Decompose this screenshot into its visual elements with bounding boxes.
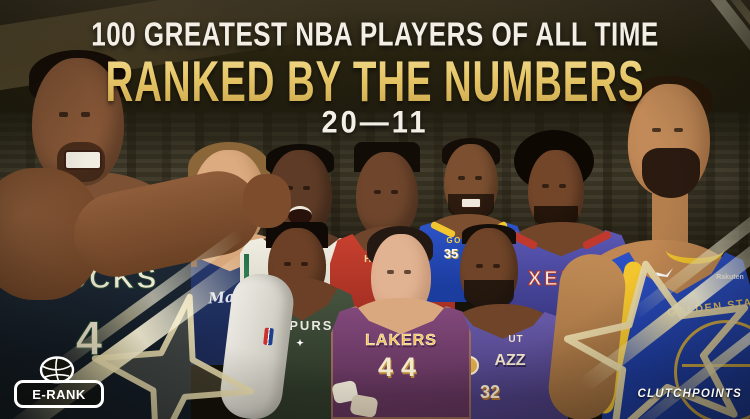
malone-jersey-city-text: UT — [508, 334, 524, 345]
clutchpoints-wordmark: CLUTCHPOINTS — [637, 388, 742, 400]
giannis-fist — [243, 174, 291, 228]
west-eyes — [387, 270, 394, 274]
west-wrist-tape-right — [349, 393, 379, 419]
malone-jersey-number: 32 — [479, 382, 501, 402]
west-jersey-number: 44 — [377, 352, 425, 382]
e-rank-badge: E-RANK — [14, 356, 106, 408]
player-jerry-west: LAKERS 44 — [325, 226, 475, 419]
west-jersey-text: LAKERS — [365, 332, 437, 350]
title-range: 20—11 — [321, 105, 429, 141]
title-block: 100 GREATEST NBA PLAYERS OF ALL TIME RAN… — [0, 0, 750, 141]
malone-eyes — [476, 264, 483, 268]
e-rank-label: E-RANK — [32, 386, 86, 402]
malone-jersey-text: AZZ — [494, 352, 526, 369]
hakeem-eyes — [374, 190, 381, 194]
durant-eyes — [458, 176, 465, 180]
curry-beard — [642, 148, 700, 198]
e-rank-box: E-RANK — [14, 380, 104, 408]
giannis-gritted-teeth — [64, 150, 102, 170]
durant-gritted-teeth — [461, 198, 481, 208]
